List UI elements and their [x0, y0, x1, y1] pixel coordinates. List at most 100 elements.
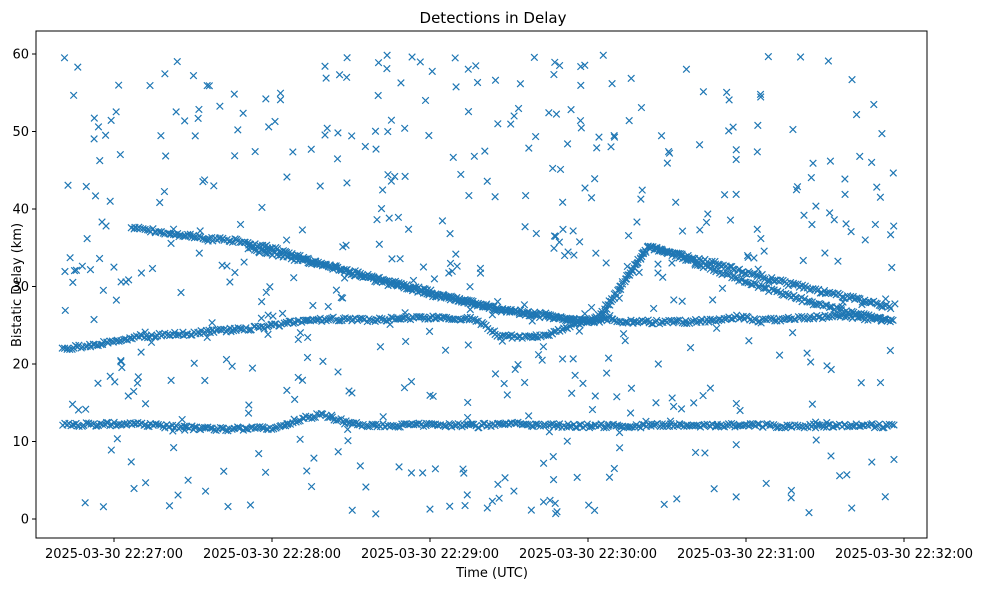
data-point: [816, 421, 824, 429]
data-point: [491, 192, 499, 201]
data-point: [756, 93, 765, 101]
data-point: [72, 266, 81, 274]
data-point: [870, 100, 878, 109]
data-point: [343, 53, 351, 62]
data-point: [571, 423, 580, 432]
data-point: [787, 494, 795, 502]
data-point: [208, 318, 216, 327]
data-point: [501, 306, 509, 314]
data-point: [476, 300, 485, 309]
data-point: [338, 294, 347, 302]
y-axis-title: Bistatic Delay (km): [10, 223, 25, 347]
data-point: [615, 428, 624, 437]
data-point: [852, 110, 861, 119]
data-point: [250, 246, 259, 254]
data-point: [87, 420, 95, 428]
data-point: [550, 232, 559, 240]
data-point: [848, 75, 856, 84]
data-point: [78, 262, 87, 270]
data-point: [600, 423, 608, 432]
y-tick-label: 60: [12, 48, 29, 63]
data-point: [657, 132, 666, 140]
data-point: [760, 247, 768, 255]
data-point: [407, 377, 416, 386]
data-point: [117, 278, 125, 286]
data-point: [877, 316, 885, 324]
data-point: [604, 354, 613, 362]
data-point: [452, 250, 460, 258]
data-point: [558, 198, 567, 206]
data-point: [222, 355, 231, 364]
data-point: [686, 343, 695, 352]
data-point: [409, 276, 418, 285]
y-tick-label: 50: [12, 125, 29, 140]
data-point: [124, 392, 132, 400]
data-point: [753, 148, 762, 156]
data-point: [616, 282, 625, 290]
data-point: [886, 346, 895, 355]
data-point: [401, 172, 409, 181]
data-point: [776, 276, 785, 284]
data-point: [670, 296, 678, 304]
data-point: [847, 227, 855, 236]
data-point: [400, 284, 408, 292]
data-point: [837, 304, 845, 312]
data-point: [289, 148, 297, 156]
data-point: [394, 213, 403, 222]
data-point: [649, 304, 658, 313]
data-point: [599, 51, 607, 59]
data-point: [532, 229, 541, 238]
data-point: [549, 452, 557, 461]
data-point: [69, 91, 78, 100]
data-point: [885, 302, 894, 311]
data-point: [205, 82, 214, 90]
data-point: [753, 272, 761, 281]
data-point: [110, 263, 118, 271]
data-point: [521, 191, 530, 200]
data-point: [463, 398, 472, 407]
data-point: [290, 273, 298, 282]
data-point: [622, 271, 631, 280]
data-point: [595, 133, 603, 141]
data-point: [244, 326, 253, 334]
data-point: [828, 289, 837, 297]
data-point: [294, 373, 302, 382]
data-point: [349, 419, 358, 427]
data-point: [317, 409, 326, 418]
data-point: [867, 158, 876, 167]
data-point: [254, 449, 263, 458]
data-point: [347, 132, 356, 140]
data-point: [387, 116, 396, 124]
data-point: [544, 331, 552, 339]
chart-title: Detections in Delay: [420, 9, 567, 27]
x-axis: 2025-03-30 22:27:00 2025-03-30 22:28:00 20…: [45, 538, 973, 562]
data-point: [83, 234, 91, 243]
data-point: [494, 480, 502, 489]
data-point: [371, 127, 380, 135]
data-point: [563, 140, 572, 148]
data-point: [372, 510, 380, 518]
y-axis: 0 10 20 30 40 50 60: [12, 48, 36, 528]
data-point: [550, 327, 558, 336]
data-point: [871, 220, 880, 229]
data-point: [372, 145, 380, 153]
data-point: [494, 120, 502, 128]
data-point: [843, 471, 851, 479]
data-point: [628, 266, 636, 274]
data-point: [826, 303, 834, 311]
data-point: [257, 314, 266, 322]
data-point: [416, 58, 425, 66]
x-tick-label: 2025-03-30 22:29:00: [361, 547, 499, 562]
data-point: [718, 284, 727, 293]
data-point: [511, 365, 519, 374]
data-point: [191, 132, 199, 140]
data-point: [257, 297, 266, 306]
data-point: [754, 265, 762, 273]
data-point: [628, 423, 636, 431]
data-point: [262, 288, 271, 297]
data-point: [234, 126, 242, 134]
data-point: [451, 54, 459, 62]
data-point: [613, 393, 621, 401]
data-point: [452, 83, 460, 91]
data-point: [524, 412, 533, 420]
